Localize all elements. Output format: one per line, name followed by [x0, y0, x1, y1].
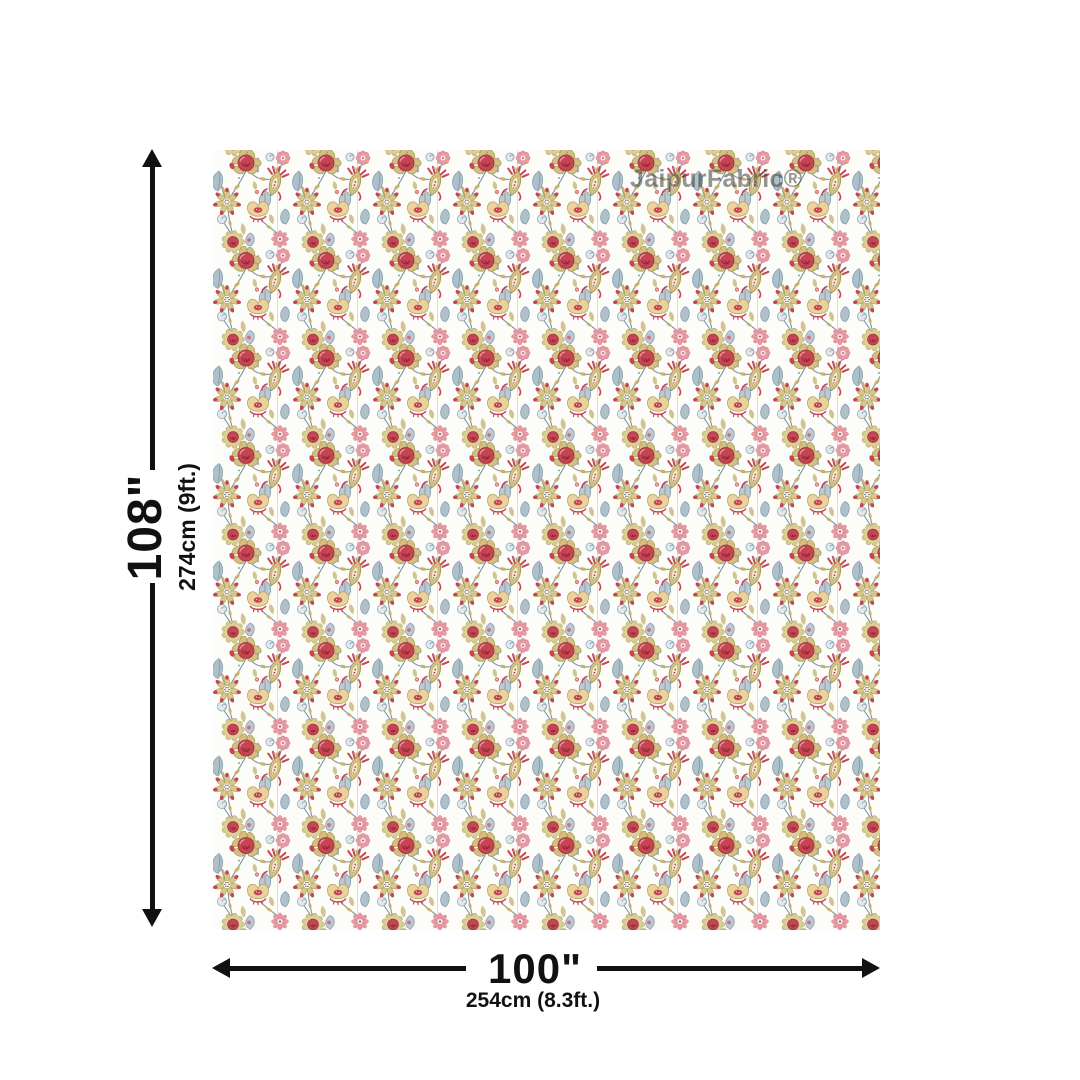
width-arrow-line-left — [228, 966, 466, 971]
width-label-inches: 100" — [488, 945, 582, 992]
height-arrow-line-top — [150, 165, 155, 470]
height-label-metric: 274cm (9ft.) — [174, 463, 201, 591]
width-label-metric: 254cm (8.3ft.) — [465, 989, 601, 1012]
arrowhead-right-icon — [862, 958, 880, 978]
arrowhead-down-icon — [142, 909, 162, 927]
floral-pattern — [213, 150, 880, 930]
height-label-inches: 108" — [118, 473, 172, 581]
arrowhead-left-icon — [212, 958, 230, 978]
fabric-swatch: JaipurFabric® — [213, 150, 880, 930]
brand-watermark: JaipurFabric® — [630, 165, 803, 193]
arrowhead-up-icon — [142, 149, 162, 167]
height-arrow-line-bottom — [150, 583, 155, 911]
width-arrow-line-right — [597, 966, 863, 971]
height-dimension-label: 108" 274cm (9ft.) — [118, 463, 201, 591]
